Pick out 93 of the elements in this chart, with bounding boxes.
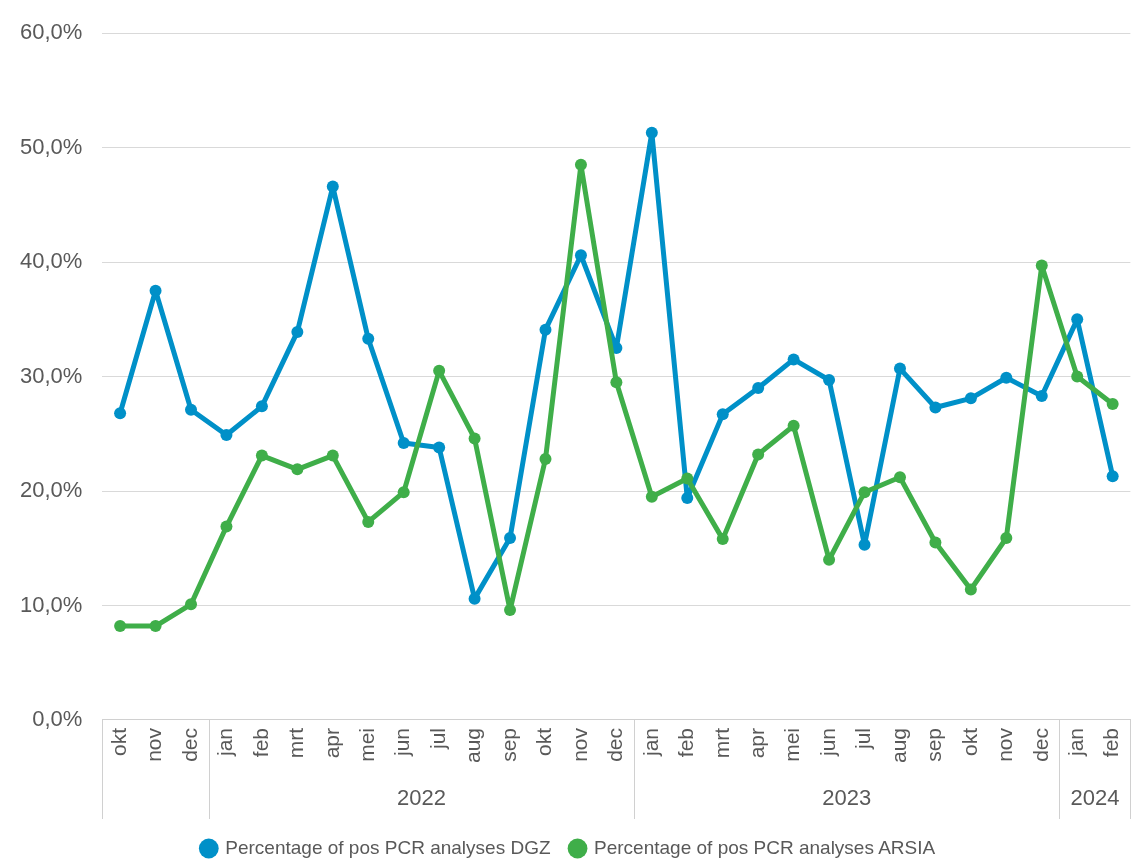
point [681,472,694,485]
point [504,531,517,544]
x-tick-label: feb [248,727,272,758]
x-tick-label: mrt [284,727,308,759]
point [397,486,410,499]
point [929,401,942,414]
point [255,449,268,462]
point [752,382,765,395]
x-tick-label: nov [567,727,591,762]
point [114,407,127,420]
point [185,403,197,416]
y-tick-label: 60,0% [19,19,83,45]
point [964,392,977,405]
point [574,158,587,171]
x-tick-label: mrt [709,727,733,759]
x-tick-label: mei [780,727,804,762]
x-tick-label: nov [142,727,166,762]
point [1000,371,1013,384]
point [610,376,623,389]
x-tick-label: okt [957,727,981,756]
y-tick-label: 40,0% [19,248,83,274]
point [397,436,410,449]
point [433,441,446,454]
x-tick-label: jan [1064,727,1088,757]
y-tick-label: 50,0% [19,133,83,159]
x-tick-label: apr [744,727,768,759]
x-tick-label: jun [390,727,414,757]
point [787,353,800,366]
x-tick-label: dec [1028,727,1052,762]
x-tick-label: jan [638,727,662,757]
x-tick-label: okt [106,727,130,756]
point [858,486,871,499]
x-tick-label: jul [425,727,449,750]
point [255,400,268,413]
x-tick-label: jun [815,727,839,757]
point [929,536,942,549]
point [220,520,233,533]
point [893,471,906,484]
point [1106,470,1119,483]
text: 2023 [822,785,872,811]
text: 2024 [1070,785,1120,811]
x-tick-label: sep [496,727,520,762]
point [645,490,658,503]
point [291,325,304,338]
point [149,620,162,633]
point [433,364,446,377]
y-tick-label: 20,0% [19,477,83,503]
x-tick-label: aug [886,727,910,764]
point [504,604,517,617]
x-tick-label: apr [319,727,343,759]
point [645,126,658,139]
point [1035,390,1048,403]
x-tick-label: sep [922,727,946,762]
x-tick-label: okt [532,727,556,756]
point [362,332,375,345]
text: 2022 [396,785,446,811]
point [681,491,694,504]
point [893,362,906,375]
point [1000,531,1013,544]
point [185,598,197,611]
point [220,428,233,441]
x-tick-label: dec [177,727,201,762]
y-tick-label: 30,0% [19,362,83,388]
point [362,515,375,528]
point [114,620,127,633]
point [787,419,800,432]
point [716,408,729,421]
point [1071,370,1084,383]
y-tick-label: 0,0% [32,706,83,732]
point [326,449,339,462]
point [964,583,977,596]
x-tick-label: jan [213,727,237,757]
x-tick-label: nov [993,727,1017,762]
legend-label: Percentage of pos PCR analyses ARSIA [594,836,936,858]
legend-label: Percentage of pos PCR analyses DGZ [225,836,551,858]
point [752,448,765,461]
point [1106,398,1119,411]
point [291,463,304,476]
x-tick-label: feb [674,727,698,758]
x-tick-label: feb [1099,727,1123,758]
point [823,374,836,387]
x-tick-label: aug [461,727,485,764]
y-tick-label: 10,0% [19,591,83,617]
point [468,432,481,445]
x-tick-label: mei [355,727,379,762]
x-tick-label: dec [603,727,627,762]
point [149,284,162,297]
point [716,533,729,546]
point [539,452,552,465]
x-tick-label: jul [851,727,875,750]
point [326,180,339,193]
point [1035,259,1048,272]
point [539,323,552,336]
